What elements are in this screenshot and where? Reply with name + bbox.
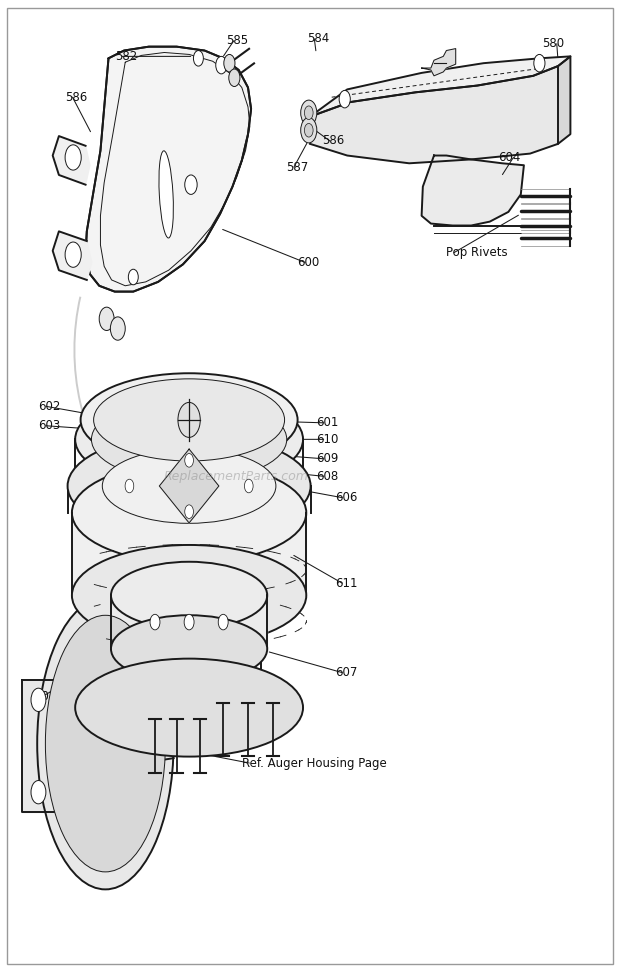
Circle shape — [301, 118, 317, 143]
Circle shape — [128, 269, 138, 285]
Ellipse shape — [159, 151, 174, 238]
Text: 587: 587 — [286, 160, 309, 174]
Text: 611: 611 — [335, 576, 357, 590]
Circle shape — [301, 100, 317, 125]
Circle shape — [99, 307, 114, 330]
Ellipse shape — [72, 545, 306, 645]
Circle shape — [178, 402, 200, 437]
Text: 603: 603 — [38, 419, 61, 433]
Ellipse shape — [111, 562, 267, 629]
Polygon shape — [422, 156, 524, 226]
Text: 604: 604 — [498, 151, 521, 164]
Circle shape — [185, 454, 193, 468]
Text: 586: 586 — [65, 90, 87, 104]
Polygon shape — [310, 66, 558, 163]
Ellipse shape — [102, 449, 276, 523]
Text: Ref. Auger Housing Page: Ref. Auger Housing Page — [242, 756, 386, 770]
Circle shape — [534, 54, 545, 72]
Polygon shape — [22, 680, 55, 812]
Ellipse shape — [37, 598, 174, 889]
Circle shape — [110, 317, 125, 340]
Circle shape — [184, 614, 194, 630]
Circle shape — [185, 504, 193, 518]
Circle shape — [244, 479, 253, 493]
Ellipse shape — [72, 463, 306, 563]
Circle shape — [31, 781, 46, 804]
Ellipse shape — [75, 391, 303, 488]
Circle shape — [150, 614, 160, 630]
Ellipse shape — [75, 659, 303, 756]
Circle shape — [65, 145, 81, 170]
Circle shape — [185, 175, 197, 194]
Text: 584: 584 — [307, 32, 329, 46]
Ellipse shape — [92, 398, 286, 481]
Polygon shape — [111, 595, 267, 649]
Circle shape — [224, 54, 235, 72]
Circle shape — [216, 56, 227, 74]
Circle shape — [193, 51, 203, 66]
Polygon shape — [422, 49, 456, 76]
Text: 609: 609 — [316, 452, 339, 466]
Circle shape — [218, 614, 228, 630]
Text: 601: 601 — [316, 416, 339, 430]
Circle shape — [339, 90, 350, 108]
Text: 585: 585 — [226, 34, 249, 48]
Polygon shape — [86, 47, 251, 292]
Circle shape — [229, 69, 240, 87]
Polygon shape — [53, 231, 92, 280]
Polygon shape — [53, 136, 90, 185]
Polygon shape — [558, 56, 570, 144]
Text: 608: 608 — [316, 469, 339, 483]
Ellipse shape — [45, 615, 166, 872]
Circle shape — [125, 479, 134, 493]
Text: 610: 610 — [316, 433, 339, 446]
Text: 602: 602 — [38, 399, 61, 413]
Text: Pop Rivets: Pop Rivets — [446, 246, 508, 260]
Ellipse shape — [68, 434, 311, 538]
Ellipse shape — [81, 373, 298, 467]
Text: 600: 600 — [298, 256, 320, 269]
Circle shape — [65, 242, 81, 267]
Polygon shape — [72, 513, 306, 595]
Text: 607: 607 — [335, 666, 357, 679]
Polygon shape — [310, 56, 570, 117]
Polygon shape — [159, 449, 219, 523]
Text: 582: 582 — [115, 50, 137, 63]
Text: 586: 586 — [322, 134, 345, 148]
Circle shape — [304, 123, 313, 137]
Text: 580: 580 — [542, 37, 564, 51]
Ellipse shape — [111, 615, 267, 682]
Text: ReplacementParts.com: ReplacementParts.com — [163, 469, 308, 483]
Circle shape — [31, 688, 46, 712]
Text: 608: 608 — [56, 669, 78, 682]
Ellipse shape — [94, 379, 285, 461]
Text: 606: 606 — [335, 491, 357, 504]
Text: 607: 607 — [34, 690, 56, 704]
Circle shape — [304, 106, 313, 120]
